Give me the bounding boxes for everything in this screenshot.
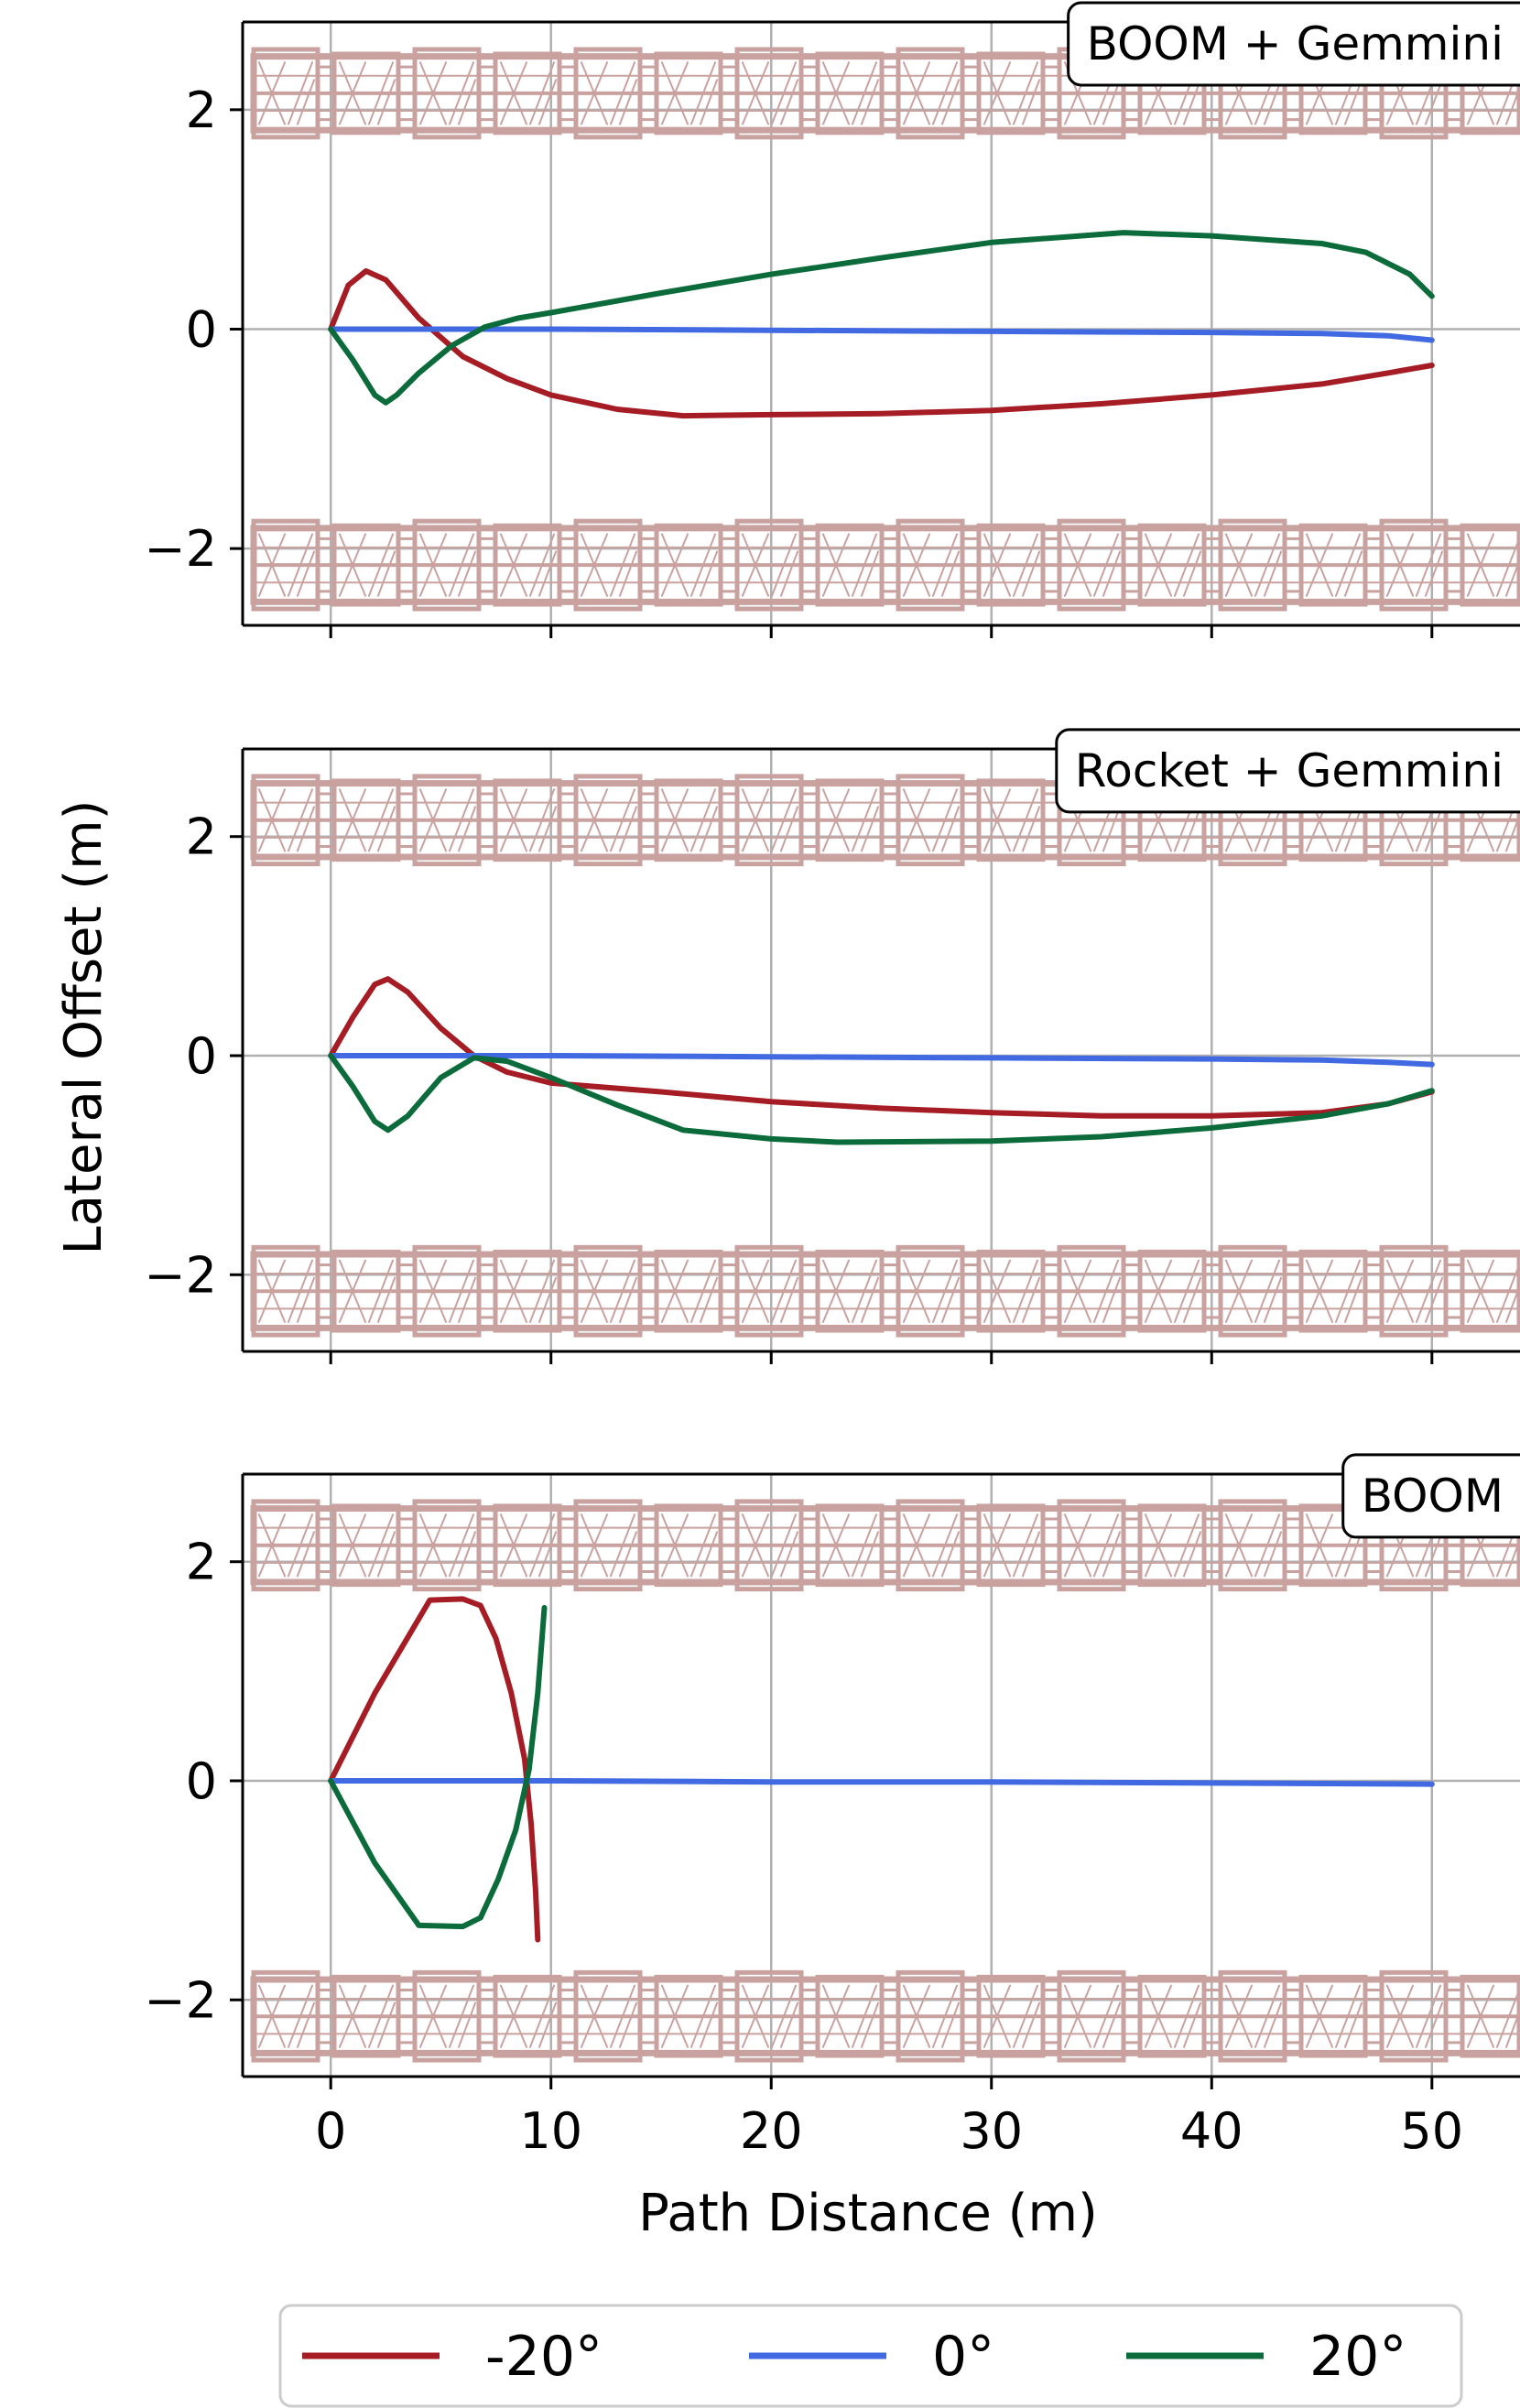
subplot-title: Rocket + Gemmini	[1075, 744, 1504, 797]
y-tick-label: 2	[186, 1534, 217, 1591]
y-axis-label: Lateral Offset (m)	[54, 800, 114, 1255]
legend-label: 0°	[932, 2325, 994, 2389]
y-tick-label: 2	[186, 81, 217, 139]
lower-wall	[250, 1969, 1520, 2063]
upper-wall	[250, 47, 1520, 140]
series-line--20°	[328, 1596, 541, 1943]
series-line--20°	[328, 976, 1435, 1119]
x-tick-label: 30	[960, 2102, 1023, 2160]
y-tick-label: 0	[186, 1752, 217, 1810]
x-axis-label: Path Distance (m)	[638, 2184, 1098, 2243]
y-tick-label: 0	[186, 1027, 217, 1085]
series-line-0°	[328, 326, 1435, 343]
x-tick-label: 0	[315, 2102, 346, 2160]
lower-wall	[250, 518, 1520, 612]
subplot-title-box	[1341, 1453, 1520, 1539]
series-line-20°	[328, 1605, 548, 1930]
subplot-title: BOOM + Gemmini	[1087, 17, 1504, 71]
x-tick-label: 50	[1400, 2102, 1463, 2160]
x-tick-label: 10	[519, 2102, 582, 2160]
series-line-20°	[328, 1053, 1435, 1145]
y-tick-label: 0	[186, 300, 217, 358]
series-line--20°	[328, 268, 1435, 419]
subplot-title-box	[1055, 728, 1520, 814]
subplot-title-box	[1067, 1, 1520, 87]
x-tick-label: 20	[740, 2102, 803, 2160]
legend-label: -20°	[485, 2325, 603, 2389]
series-line-0°	[328, 1778, 1435, 1787]
upper-wall	[250, 1499, 1520, 1592]
series-line-20°	[328, 230, 1435, 406]
y-tick-label: −2	[144, 520, 217, 578]
y-tick-label: −2	[144, 1246, 217, 1304]
x-tick-label: 40	[1180, 2102, 1243, 2160]
subplot-1: −2 0 2 BOOM + Gemmini	[144, 1, 1520, 638]
legend-label: 20°	[1309, 2325, 1406, 2389]
subplot-2: −2 0 2 Lateral Offset (m) Rocket + Gemmini	[54, 728, 1520, 1364]
lower-wall	[250, 1244, 1520, 1338]
series-line-0°	[328, 1053, 1435, 1068]
legend: -20° 0° 20°	[278, 2304, 1463, 2408]
y-tick-label: 2	[186, 808, 217, 866]
subplot-title: BOOM	[1362, 1470, 1504, 1523]
y-tick-label: −2	[144, 1971, 217, 2029]
